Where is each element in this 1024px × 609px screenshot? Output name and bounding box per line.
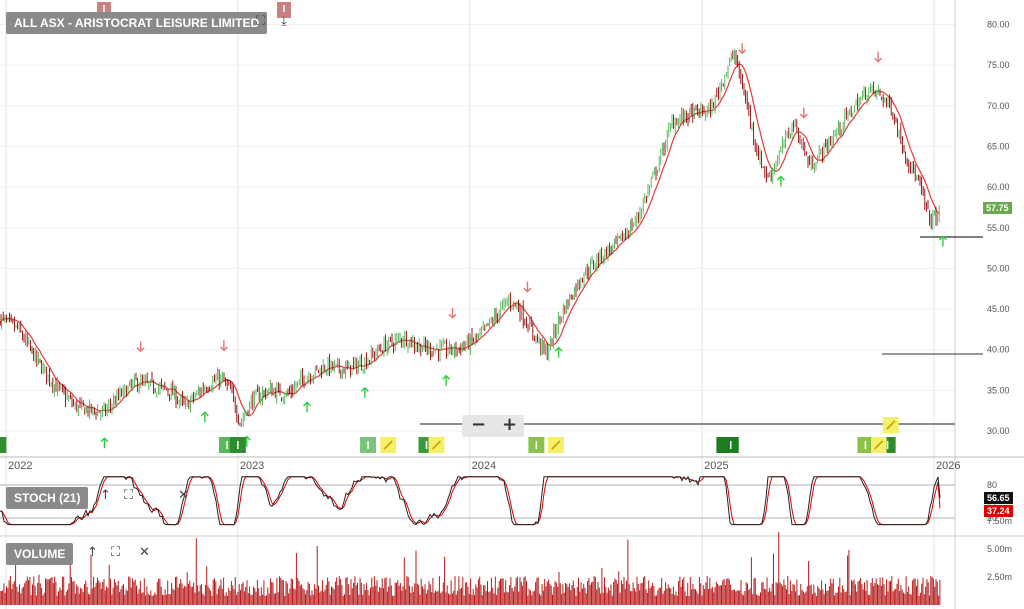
sell-arrow (523, 281, 532, 293)
buy-arrow (200, 411, 209, 423)
price-tick-label: 55.00 (987, 223, 1010, 233)
axes: 80.00 75.00 70.00 65.00 60.00 55.00 50.00 45.00… (8, 20, 1012, 583)
volume-tick-label: 5.00m (987, 544, 1012, 554)
date-tick-label: 2025 (704, 460, 728, 472)
expand-icon[interactable]: ⛶ (124, 488, 134, 503)
volume-bars (0, 531, 941, 605)
sell-arrow (136, 341, 145, 353)
sell-arrow (799, 107, 808, 119)
buy-arrow (938, 235, 947, 247)
pencil-icon (886, 420, 896, 430)
price-tick-label: 80.00 (987, 20, 1010, 30)
price-tick-label: 40.00 (987, 345, 1010, 355)
date-tick-label: 2022 (8, 460, 32, 472)
pencil-icon (874, 440, 884, 450)
stoch-k-tag: 56.65 (984, 492, 1013, 504)
stoch-lines (0, 475, 955, 526)
stoch-tick-label: 20 (987, 513, 997, 523)
expand-icon[interactable]: ⛶ (111, 545, 121, 560)
date-tick-label: 2024 (472, 460, 496, 472)
sell-arrow (448, 307, 457, 319)
buy-arrow (303, 401, 312, 413)
last-price-tag: 57.75 (983, 202, 1012, 214)
stoch-tick-label: 80 (987, 480, 997, 490)
sell-arrow (219, 340, 228, 352)
price-candles (0, 49, 940, 427)
pencil-icon (551, 440, 561, 450)
price-tick-label: 60.00 (987, 182, 1010, 192)
volume-panel-title: VOLUME (6, 543, 74, 565)
price-tick-label: 75.00 (987, 60, 1010, 70)
buy-arrow (442, 374, 451, 386)
zoom-in-button[interactable]: + (502, 414, 518, 435)
trade-marker (0, 437, 7, 453)
price-tick-label: 45.00 (987, 304, 1010, 314)
expand-icon[interactable]: ⛶ (256, 14, 266, 29)
buy-arrow (360, 386, 369, 398)
buy-arrow (554, 346, 563, 358)
sell-arrow (874, 51, 883, 63)
moving-average (0, 63, 940, 417)
stoch-d-tag: 37.24 (984, 505, 1013, 517)
pencil-icon (431, 440, 442, 450)
main-panel-title: ALL ASX - ARISTOCRAT LEISURE LIMITED (6, 12, 268, 34)
price-tick-label: 50.00 (987, 263, 1010, 273)
signal-arrows (100, 43, 947, 449)
price-tick-label: 35.00 (987, 385, 1010, 395)
zoom-out-button[interactable]: − (471, 414, 487, 435)
moving-average-line (0, 63, 940, 417)
stoch-k-line (0, 475, 941, 526)
buy-arrow (776, 175, 785, 187)
volume-tick-label: 2.50m (987, 572, 1012, 582)
sell-arrow (738, 43, 747, 55)
buy-arrow (100, 437, 109, 449)
pencil-icon (383, 440, 393, 450)
close-icon[interactable]: ✕ (178, 488, 189, 503)
move-down-icon[interactable]: ⤓ (281, 14, 287, 29)
ribbon-marker-2[interactable]: I (277, 2, 291, 18)
stoch-panel-title: STOCH (21) (6, 487, 89, 509)
bottom-markers (0, 417, 899, 453)
move-up-icon[interactable]: ↑ (87, 545, 98, 560)
move-up-icon[interactable]: ↑ (100, 488, 111, 503)
price-tick-label: 30.00 (987, 426, 1010, 436)
price-tick-label: 65.00 (987, 141, 1010, 151)
volume-tick-label: 7.50m (987, 516, 1012, 526)
price-tick-label: 70.00 (987, 101, 1010, 111)
zoom-control: − + (462, 414, 524, 437)
date-tick-label: 2023 (240, 460, 264, 472)
close-icon[interactable]: ✕ (139, 545, 150, 560)
date-tick-label: 2026 (936, 460, 960, 472)
